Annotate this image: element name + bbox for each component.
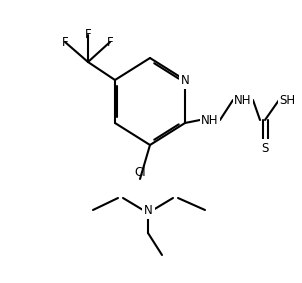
Text: NH: NH (234, 93, 252, 106)
Text: F: F (107, 35, 113, 48)
Text: F: F (62, 35, 68, 48)
Text: Cl: Cl (134, 166, 146, 179)
Text: NH: NH (201, 113, 219, 127)
Text: F: F (85, 29, 91, 42)
Text: N: N (181, 74, 189, 87)
Text: N: N (144, 203, 153, 216)
Text: SH: SH (279, 93, 295, 106)
Text: S: S (261, 142, 269, 155)
